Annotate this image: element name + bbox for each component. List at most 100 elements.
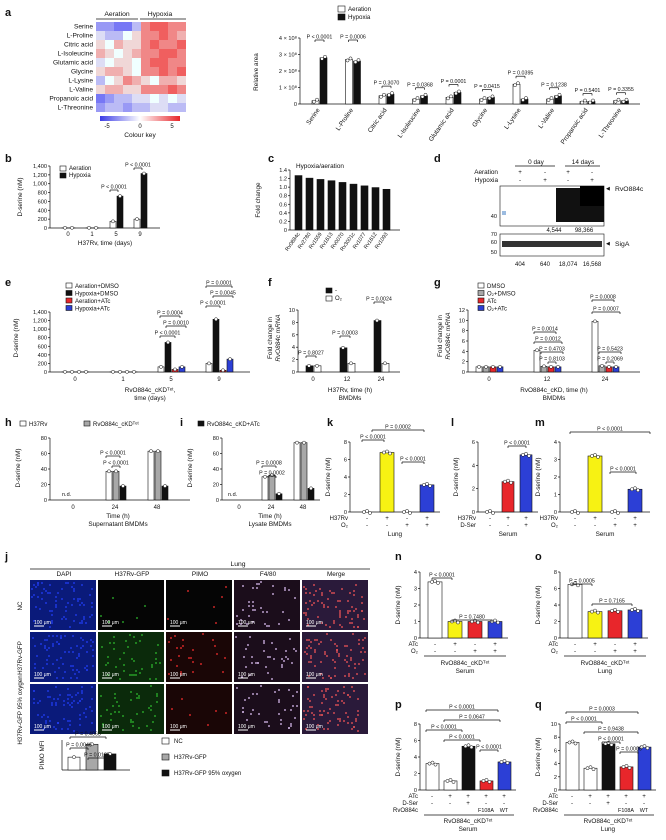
j-signal-dot	[76, 645, 78, 647]
j-signal-dot	[258, 583, 260, 585]
e-point	[77, 369, 81, 374]
d-sign: -	[591, 169, 593, 176]
a-pvalue: P = 0.1238	[541, 82, 567, 88]
j-signal-dot	[311, 604, 313, 606]
g-y-tick-label: 0	[462, 370, 465, 376]
j-signal-dot	[159, 662, 161, 664]
q-point	[567, 740, 572, 745]
h-ylabel: D-serine (nM)	[15, 448, 22, 487]
k-point	[365, 509, 369, 513]
j-signal-dot	[77, 692, 79, 694]
p-point	[451, 780, 456, 784]
j-signal-dot	[320, 661, 322, 663]
q-sign: +	[606, 800, 610, 807]
j-signal-dot	[119, 658, 121, 660]
e-point	[228, 357, 232, 361]
k-pvalue: P = 0.0002	[385, 425, 411, 431]
h-bar	[105, 471, 113, 501]
heatmap-cell	[150, 49, 159, 58]
q-point	[642, 744, 647, 748]
j-signal-dot	[182, 639, 184, 641]
j-signal-dot	[278, 701, 280, 703]
j-signal-dot	[333, 592, 335, 594]
q-sign: -	[589, 800, 591, 807]
j-signal-dot	[326, 633, 328, 635]
j-image-tile	[302, 684, 368, 734]
k-sign: -	[366, 522, 368, 529]
f-pvalue: P = 0.0024	[366, 297, 392, 303]
j-image-tile	[98, 632, 164, 682]
j-signal-dot	[150, 685, 152, 687]
e-y-tick-label: 400	[38, 353, 47, 359]
q-point	[603, 741, 608, 746]
p-xlabel-2: Serum	[459, 826, 478, 833]
j-signal-dot	[79, 714, 81, 716]
e-bar	[212, 318, 220, 373]
f-point	[307, 363, 311, 368]
a-pvalue: P = 0.0415	[474, 84, 500, 90]
j-signal-dot	[321, 690, 323, 692]
panel-letter-m: m	[535, 417, 545, 429]
j-signal-dot	[43, 728, 45, 730]
j-signal-dot	[284, 589, 286, 591]
a-point	[591, 98, 595, 103]
j-signal-dot	[80, 647, 82, 649]
n-xlabel: RvO884c_cKDᵀᵉᵗ	[441, 660, 490, 667]
j-signal-dot	[79, 700, 81, 702]
j-signal-dot	[344, 659, 346, 661]
i-nd: n.d.	[228, 492, 238, 498]
j-signal-dot	[323, 606, 325, 608]
j-row-label: H37Rv-GFP	[17, 641, 24, 675]
j-signal-dot	[339, 616, 341, 618]
j-signal-dot	[353, 610, 355, 612]
a-y-tick-label: 1 × 10⁸	[279, 85, 298, 92]
q-row-label: ATc	[548, 794, 558, 800]
heatmap-row-label: L-Isoleucine	[57, 51, 93, 58]
j-signal-dot	[305, 592, 307, 594]
q-point	[645, 746, 650, 750]
p-y-tick-label: 2	[414, 772, 417, 778]
j-signal-dot	[252, 621, 254, 623]
n-point	[433, 579, 437, 583]
f-xlabel: H37Rv, time (h)	[328, 387, 372, 394]
j-signal-dot	[115, 666, 117, 668]
k-y-tick-label: 6	[344, 458, 347, 464]
l-pvalue: P < 0.0001	[504, 441, 530, 447]
j-signal-dot	[313, 718, 315, 720]
i-y-tick-label: 80	[213, 436, 219, 442]
d-row-label: Aeration	[474, 169, 498, 176]
heatmap-cell	[132, 40, 141, 49]
j-signal-dot	[258, 713, 260, 715]
j-signal-dot	[328, 675, 330, 677]
j-signal-dot	[338, 653, 340, 655]
j-signal-dot	[358, 639, 360, 641]
a-category-label: L-Valine	[537, 107, 556, 130]
k-sign: +	[385, 515, 389, 522]
j-signal-dot	[272, 593, 274, 595]
j-signal-dot	[47, 690, 49, 692]
m-point	[593, 453, 597, 457]
panel-letter-p: p	[395, 699, 402, 711]
n-ylabel: D-serine (nM)	[395, 585, 402, 624]
j-signal-dot	[291, 662, 293, 664]
o-sign: -	[574, 648, 576, 655]
j-signal-dot	[306, 653, 308, 655]
e-point	[159, 365, 163, 369]
q-point	[609, 742, 614, 747]
j-signal-dot	[135, 674, 137, 676]
j-signal-dot	[90, 639, 92, 641]
c-bar	[338, 182, 347, 231]
j-signal-dot	[131, 658, 133, 660]
j-signal-dot	[108, 621, 110, 623]
n-sign: -	[434, 648, 436, 655]
d-sign: -	[567, 177, 569, 184]
j-signal-dot	[148, 707, 150, 709]
e-legend: Hypoxia+ATc	[75, 307, 110, 313]
p-row-label: D-Ser	[402, 801, 418, 807]
j-image-tile	[166, 684, 232, 734]
h-xlabel-2: Supernatant BMDMs	[88, 521, 147, 528]
j-pvalue: P = 0.0046	[66, 743, 92, 749]
q-variant: WT	[640, 808, 649, 814]
heatmap-cell	[168, 76, 177, 85]
j-signal-dot	[139, 640, 141, 642]
